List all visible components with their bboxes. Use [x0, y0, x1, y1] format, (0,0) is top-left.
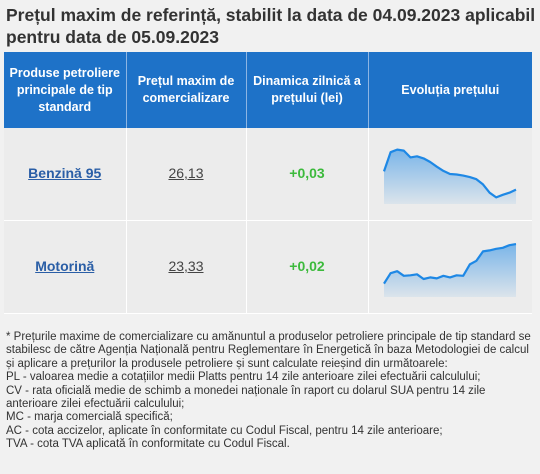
table-header-row: Produse petroliere principale de tip sta…	[4, 52, 532, 128]
dynamic-cell: +0,03	[246, 128, 369, 221]
sparkline-line	[383, 243, 517, 285]
product-cell: Motorină	[4, 220, 127, 314]
price-cell: 23,33	[126, 220, 247, 314]
product-cell: Benzină 95	[4, 128, 127, 221]
dynamic-cell: +0,02	[246, 220, 369, 314]
price-table: Produse petroliere principale de tip sta…	[4, 52, 532, 314]
header-daily-dynamic: Dinamica zilnică a prețului (lei)	[246, 52, 369, 128]
header-max-price: Prețul maxim de comercializare	[126, 52, 247, 128]
footnote-intro: * Prețurile maxime de comercializare cu …	[6, 331, 531, 370]
footnotes: * Prețurile maxime de comercializare cu …	[6, 331, 532, 452]
page-title: Prețul maxim de referință, stabilit la d…	[6, 5, 536, 47]
evolution-cell	[368, 128, 532, 221]
price-evolution-chart-benzina	[383, 148, 517, 204]
header-price-evolution: Evoluția prețului	[368, 52, 532, 128]
price-evolution-chart-motorina	[383, 243, 517, 297]
sparkline-area	[384, 244, 517, 297]
evolution-cell	[368, 220, 532, 314]
product-link-motorina[interactable]: Motorină	[35, 258, 95, 274]
footnote-pl: PL - valoarea medie a cotațiilor medii P…	[6, 371, 481, 384]
sparkline-area	[384, 149, 517, 204]
footnote-cv: CV - rata oficială medie de schimb a mon…	[6, 384, 486, 411]
max-price-value[interactable]: 23,33	[168, 258, 204, 274]
table-row: Motorină 23,33 +0,02	[4, 220, 532, 314]
table-row: Benzină 95 26,13 +0,03	[4, 128, 532, 221]
sparkline-line	[383, 148, 517, 199]
daily-dynamic-value: +0,03	[289, 165, 325, 181]
footnote-ac: AC - cota accizelor, aplicate în conform…	[6, 424, 443, 437]
product-link-benzina-95[interactable]: Benzină 95	[28, 165, 102, 181]
footnote-mc: MC - marja comercială specifică;	[6, 411, 173, 424]
price-cell: 26,13	[126, 128, 247, 221]
header-products: Produse petroliere principale de tip sta…	[4, 52, 127, 128]
footnote-tva: TVA - cota TVA aplicată în conformitate …	[6, 438, 290, 451]
daily-dynamic-value: +0,02	[289, 258, 325, 274]
max-price-value[interactable]: 26,13	[168, 165, 204, 181]
